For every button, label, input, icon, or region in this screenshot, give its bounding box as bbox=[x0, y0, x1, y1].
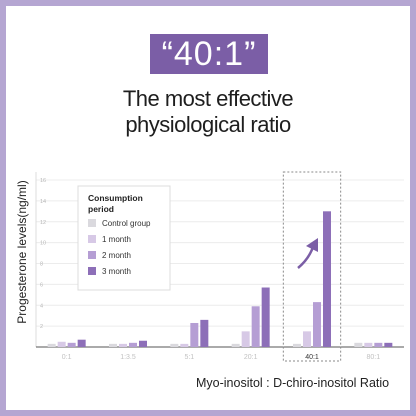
legend-swatch bbox=[88, 235, 96, 243]
bar-3-month bbox=[139, 340, 147, 347]
bar-1-month bbox=[119, 343, 127, 347]
bar-2-month bbox=[374, 342, 383, 347]
bar-2-month bbox=[67, 342, 76, 347]
x-tick-label: 1:3.5 bbox=[120, 354, 136, 361]
x-tick-label: 80:1 bbox=[367, 354, 381, 361]
highlight-box bbox=[282, 171, 342, 362]
bar-3-month bbox=[261, 287, 270, 347]
legend-item-label: 1 month bbox=[102, 235, 131, 244]
y-tick-label: 4 bbox=[40, 303, 43, 309]
bar-2-month bbox=[251, 306, 260, 347]
headline-line-2: physiological ratio bbox=[125, 112, 291, 137]
legend-title-line-1: Consumption bbox=[88, 193, 143, 203]
bar-control-group bbox=[354, 342, 363, 347]
legend-item-label: 3 month bbox=[102, 267, 131, 276]
bar-1-month bbox=[180, 343, 189, 347]
headline-line-1: The most effective bbox=[122, 86, 294, 111]
y-tick-label: 8 bbox=[40, 262, 43, 268]
y-tick-label: 12 bbox=[40, 220, 46, 226]
bar-control-group bbox=[170, 343, 179, 347]
y-tick-label: 10 bbox=[40, 241, 46, 247]
legend-title-line-2: period bbox=[88, 204, 114, 214]
legend-item-label: Control group bbox=[102, 219, 151, 228]
bar-control-group bbox=[47, 343, 56, 347]
y-tick-label: 2 bbox=[40, 324, 43, 330]
bar-control-group bbox=[109, 343, 117, 347]
y-axis-title: Progesterone levels(ng/ml) bbox=[15, 180, 29, 323]
bar-3-month bbox=[77, 339, 86, 347]
bar-1-month bbox=[57, 341, 66, 347]
bar-1-month bbox=[241, 331, 250, 347]
legend-swatch bbox=[88, 267, 96, 275]
bar-2-month bbox=[313, 302, 321, 347]
bar-3-month bbox=[200, 319, 209, 347]
x-tick-label: 5:1 bbox=[184, 354, 194, 361]
x-tick-label: 0:1 bbox=[62, 354, 72, 361]
legend-swatch bbox=[88, 219, 96, 227]
bar-2-month bbox=[190, 322, 199, 347]
x-tick-label: 40:1 bbox=[305, 354, 319, 361]
bar-3-month bbox=[323, 211, 331, 347]
x-tick-label: 20:1 bbox=[244, 354, 258, 361]
bar-control-group bbox=[231, 343, 240, 347]
y-tick-label: 16 bbox=[40, 178, 46, 184]
y-tick-label: 14 bbox=[40, 199, 46, 205]
trend-arrow-head-icon bbox=[306, 238, 318, 252]
ratio-badge: “40:1” bbox=[150, 34, 268, 74]
x-axis-title: Myo-inositol : D-chiro-inositol Ratio bbox=[196, 376, 390, 390]
bar-1-month bbox=[303, 331, 311, 347]
y-tick-label: 6 bbox=[40, 282, 43, 288]
bar-control-group bbox=[293, 343, 301, 347]
legend-item-label: 2 month bbox=[102, 251, 131, 260]
bar-1-month bbox=[364, 342, 373, 347]
bar-3-month bbox=[384, 342, 393, 347]
legend-swatch bbox=[88, 251, 96, 259]
bar-2-month bbox=[129, 342, 137, 347]
